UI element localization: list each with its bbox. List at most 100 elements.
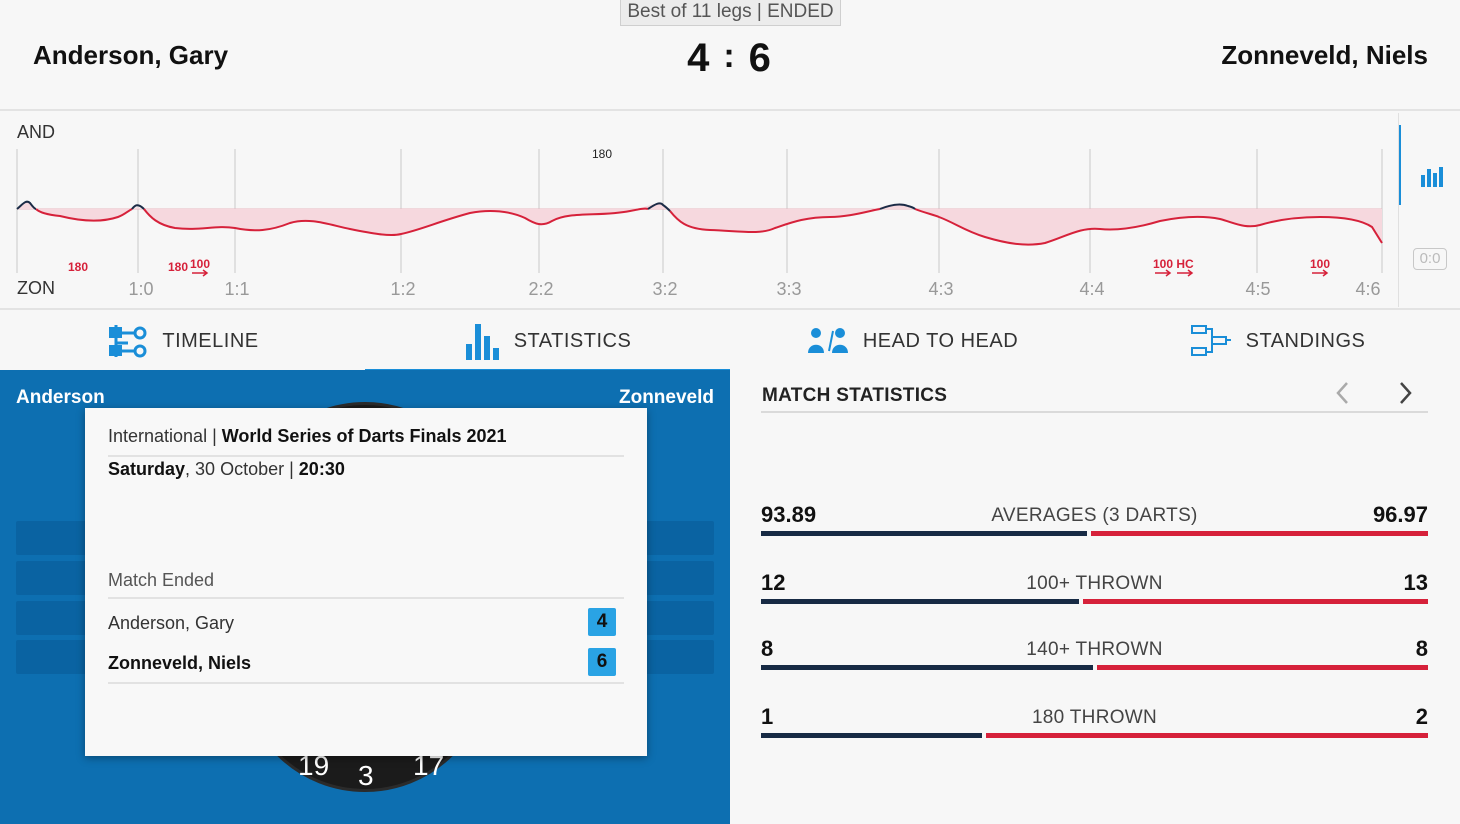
tab-label: HEAD TO HEAD bbox=[862, 329, 1019, 352]
tournament-name[interactable]: World Series of Darts Finals 2021 bbox=[221, 426, 507, 446]
chart-annotation-bottom: 100 bbox=[1153, 257, 1173, 271]
stat-label: 180 THROWN bbox=[1031, 707, 1158, 728]
arrow-icon bbox=[1177, 269, 1194, 277]
arrow-icon bbox=[1155, 269, 1172, 277]
match-header: Best of 11 legs | ENDED Anderson, Gary 4… bbox=[0, 0, 1460, 111]
tab-label: STATISTICS bbox=[513, 329, 632, 352]
bar-chart-icon bbox=[465, 324, 499, 360]
x-tick-label: 1:0 bbox=[128, 279, 153, 299]
tab-label: TIMELINE bbox=[162, 329, 259, 352]
divider bbox=[761, 411, 1428, 413]
stat-value-right: 13 bbox=[1403, 570, 1428, 595]
stat-value-right: 2 bbox=[1415, 704, 1428, 729]
chart-annotations-bottom: 180 180 100 100 HC 100 bbox=[68, 257, 1330, 274]
stat-bar-right bbox=[986, 733, 1428, 738]
checkout-arrows bbox=[192, 269, 1329, 277]
stat-bar-right bbox=[1096, 665, 1428, 670]
chart-annotation-bottom: 180 bbox=[168, 260, 188, 274]
stat-value-left: 12 bbox=[761, 570, 786, 595]
stat-bar-right bbox=[1083, 599, 1428, 604]
x-tick-label: 2:2 bbox=[528, 279, 553, 299]
x-tick-labels: 1:0 1:1 1:2 2:2 3:2 3:3 4:3 4:4 4:5 4:6 bbox=[128, 279, 1380, 299]
arrow-icon bbox=[1312, 269, 1329, 277]
prev-button[interactable] bbox=[1328, 378, 1358, 408]
match-statistics-panel: MATCH STATISTICS AVERAGES (3 DARTS) 93.8… bbox=[730, 370, 1460, 824]
score-left: 4 bbox=[687, 36, 712, 80]
momentum-line-and bbox=[16, 200, 916, 212]
momentum-chart[interactable]: 180 180 180 100 100 HC 100 1:0 1:1 1:2 bbox=[0, 113, 1398, 307]
card-player-row[interactable]: Anderson, Gary 4 bbox=[108, 604, 624, 644]
match-time: 20:30 bbox=[298, 459, 345, 479]
chart-top-player-label: AND bbox=[17, 122, 56, 142]
match-statistics-title: MATCH STATISTICS bbox=[762, 385, 948, 406]
tab-timeline[interactable]: TIMELINE bbox=[0, 310, 365, 372]
chart-annotation-bottom: 180 bbox=[68, 260, 88, 274]
player-left-name[interactable]: Anderson, Gary bbox=[33, 40, 229, 70]
chart-annotation-bottom: 100 bbox=[1310, 257, 1330, 271]
stat-row-100-plus: 100+ THROWN 12 13 bbox=[761, 570, 1428, 610]
chart-reset-button[interactable]: 0:0 bbox=[1413, 248, 1447, 270]
match-day: Saturday bbox=[108, 459, 186, 479]
match-datetime: Saturday, 30 October | 20:30 bbox=[108, 459, 345, 479]
match-status: Match Ended bbox=[108, 570, 624, 599]
next-button[interactable] bbox=[1390, 378, 1420, 408]
stat-value-left: 93.89 bbox=[761, 502, 817, 527]
score-right: 6 bbox=[748, 36, 773, 80]
match-score: 4:6 bbox=[630, 36, 830, 81]
tournament-line: International | World Series of Darts Fi… bbox=[108, 426, 624, 457]
chart-view-toggle-button[interactable] bbox=[1399, 125, 1460, 205]
momentum-chart-svg: 180 180 180 100 100 HC 100 1:0 1:1 1:2 bbox=[16, 147, 1383, 299]
match-info-panel: Anderson Zonneveld 19 3 17 International… bbox=[0, 370, 730, 824]
tab-head-to-head[interactable]: HEAD TO HEAD bbox=[730, 310, 1095, 372]
chart-annotation-top: 180 bbox=[592, 147, 612, 161]
dartboard-number: 3 bbox=[358, 760, 374, 791]
stat-bar-right bbox=[1091, 531, 1428, 536]
x-tick-label: 4:5 bbox=[1245, 279, 1270, 299]
match-format-badge: Best of 11 legs | ENDED bbox=[620, 0, 841, 26]
chart-bottom-player-label: ZON bbox=[17, 278, 55, 298]
stat-value-left: 1 bbox=[761, 704, 774, 729]
score-separator: : bbox=[723, 37, 737, 75]
card-player-row[interactable]: Zonneveld, Niels 6 bbox=[108, 644, 624, 684]
stat-row-180: 180 THROWN 1 2 bbox=[761, 704, 1428, 744]
x-tick-label: 3:3 bbox=[776, 279, 801, 299]
x-tick-label: 1:1 bbox=[224, 279, 249, 299]
momentum-line-zon bbox=[35, 207, 1383, 246]
chart-annotation-bottom: 100 bbox=[190, 257, 210, 271]
momentum-fill bbox=[17, 201, 1382, 245]
x-tick-label: 4:4 bbox=[1079, 279, 1104, 299]
timeline-icon bbox=[109, 325, 147, 358]
stat-label: 100+ THROWN bbox=[1026, 573, 1163, 594]
card-player-score: 4 bbox=[588, 608, 616, 636]
arrow-icon bbox=[192, 269, 209, 277]
stat-value-left: 8 bbox=[761, 636, 774, 661]
stat-row-averages: AVERAGES (3 DARTS) 93.89 96.97 bbox=[761, 502, 1428, 542]
x-tick-label: 4:3 bbox=[928, 279, 953, 299]
stat-row-140-plus: 140+ THROWN 8 8 bbox=[761, 636, 1428, 676]
x-tick-label: 4:6 bbox=[1355, 279, 1380, 299]
tab-standings[interactable]: STANDINGS bbox=[1095, 310, 1460, 372]
chart-annotation-bottom: HC bbox=[1176, 257, 1194, 271]
x-tick-label: 3:2 bbox=[652, 279, 677, 299]
stat-value-right: 96.97 bbox=[1372, 502, 1428, 527]
card-player-name: Zonneveld, Niels bbox=[108, 653, 252, 673]
tab-bar: TIMELINE STATISTICS HEAD TO HEAD bbox=[0, 308, 1460, 374]
bracket-icon bbox=[1190, 325, 1231, 356]
stat-value-right: 8 bbox=[1415, 636, 1428, 661]
match-date: 30 October bbox=[195, 459, 285, 479]
stat-bar-left bbox=[761, 665, 1093, 670]
stat-label: AVERAGES (3 DARTS) bbox=[991, 505, 1198, 526]
tab-label: STANDINGS bbox=[1245, 329, 1366, 352]
player-right-name[interactable]: Zonneveld, Niels bbox=[1221, 40, 1428, 70]
head-to-head-icon bbox=[807, 328, 848, 353]
tournament-category: International bbox=[108, 426, 208, 446]
stat-label: 140+ THROWN bbox=[1026, 639, 1163, 660]
stat-bar-left bbox=[761, 531, 1088, 536]
match-info-card: International | World Series of Darts Fi… bbox=[85, 408, 647, 756]
x-tick-label: 1:2 bbox=[390, 279, 415, 299]
card-player-score: 6 bbox=[588, 648, 616, 676]
chart-side-controls: 0:0 bbox=[1398, 113, 1460, 307]
panel-player-right: Zonneveld bbox=[618, 387, 714, 408]
tab-statistics[interactable]: STATISTICS bbox=[365, 310, 730, 374]
